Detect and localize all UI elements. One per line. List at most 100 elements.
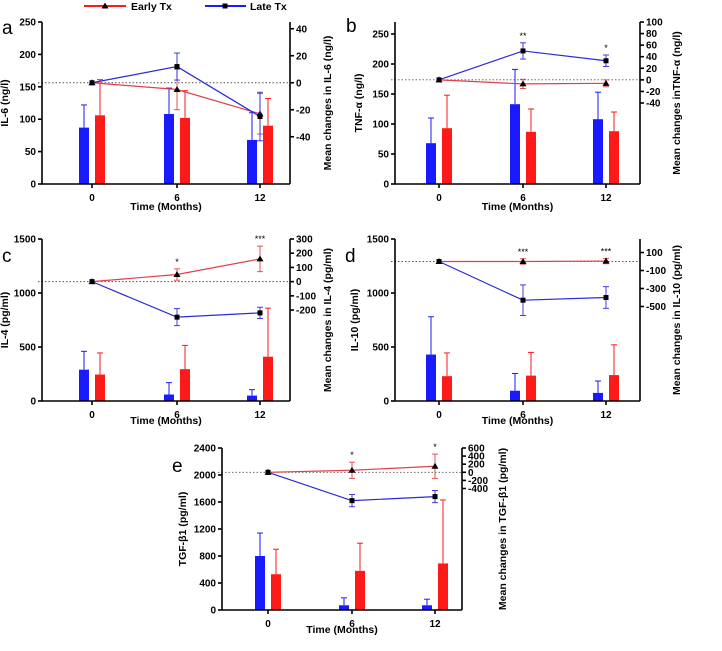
legend-late-label: Late Tx <box>250 1 287 13</box>
x-tick-label: 0 <box>89 193 95 204</box>
y2-axis-label: Mean changes in IL-10 (pg/ml) <box>671 245 683 395</box>
bar-late-6 <box>164 394 174 401</box>
marker-early <box>519 258 527 264</box>
bar-late-0 <box>426 354 436 401</box>
y-tick-label: 1500 <box>14 235 37 246</box>
y2-tick-label: -20 <box>646 87 661 98</box>
significance-early: *** <box>518 247 529 257</box>
marker-late <box>174 314 180 320</box>
axes <box>38 238 294 405</box>
y2-axis-label: Mean changes in IL-6 (ng/l) <box>322 36 334 171</box>
bar-early-0 <box>95 115 105 184</box>
y2-axis-label: Mean changes inTNF-α (ng/l) <box>671 31 683 175</box>
y2-tick-label: 100 <box>646 248 663 259</box>
x-tick-label: 12 <box>600 410 612 421</box>
y-axis-label: TNF-α (ng/l) <box>353 74 365 133</box>
y2-tick-label: -40 <box>646 99 661 110</box>
bar-late-6 <box>164 114 174 184</box>
y-axis-label: IL-6 (ng/l) <box>0 79 11 126</box>
x-tick-label: 6 <box>520 193 526 204</box>
x-tick-label: 6 <box>520 410 526 421</box>
y2-tick-label: 40 <box>296 24 308 35</box>
significance-late: * <box>604 43 608 53</box>
y2-tick-label: -100 <box>296 291 316 302</box>
x-tick-label: 12 <box>429 619 441 630</box>
y2-tick-label: 0 <box>468 468 474 479</box>
bar-late-12 <box>247 395 257 401</box>
x-axis-label: Time (Months) <box>130 201 202 213</box>
y-axis-label: IL-4 (pg/ml) <box>0 292 11 349</box>
bar-early-12 <box>609 131 619 184</box>
y-tick-label: 50 <box>378 150 390 161</box>
bar-late-0 <box>255 556 265 610</box>
y-tick-label: 0 <box>210 606 216 617</box>
y-tick-label: 50 <box>25 147 37 158</box>
y-tick-label: 400 <box>199 579 216 590</box>
bar-late-12 <box>593 392 603 401</box>
y2-tick-label: 200 <box>296 249 313 260</box>
panel-label: e <box>172 456 183 477</box>
y-tick-label: 100 <box>372 120 389 131</box>
y2-tick-label: 100 <box>296 263 313 274</box>
marker-late <box>603 58 609 64</box>
y2-tick-label: -200 <box>296 306 316 317</box>
x-tick-label: 0 <box>436 193 442 204</box>
x-tick-label: 12 <box>254 193 266 204</box>
line-late <box>438 260 607 301</box>
axes <box>38 21 294 188</box>
significance-early: *** <box>255 234 266 244</box>
y2-tick-label: 40 <box>646 52 658 63</box>
legend-late-marker <box>222 3 228 9</box>
marker-late <box>603 295 609 300</box>
marker-late <box>257 310 263 316</box>
marker-early <box>431 462 439 469</box>
panel-label: c <box>2 246 12 267</box>
line-late <box>267 471 436 502</box>
y2-tick-label: 100 <box>646 18 663 29</box>
bar-early-0 <box>271 574 281 610</box>
y-tick-label: 500 <box>372 343 389 354</box>
y2-tick-label: -300 <box>646 284 666 295</box>
x-tick-label: 6 <box>349 619 355 630</box>
bar-late-12 <box>247 139 257 184</box>
bar-early-6 <box>526 375 536 401</box>
panel-e: e**04008001200160020002400-400-200020040… <box>172 442 509 636</box>
marker-late <box>432 494 438 500</box>
y2-tick-label: 0 <box>646 75 652 86</box>
y2-axis-label: Mean changes in TGF-β1 (pg/ml) <box>497 448 509 610</box>
marker-late <box>257 114 263 119</box>
y2-axis-label: Mean changes in IL-4 (pg/ml) <box>322 248 334 392</box>
bar-early-0 <box>442 128 452 184</box>
y-tick-label: 0 <box>383 180 389 191</box>
axes <box>391 21 644 188</box>
marker-late <box>520 297 526 303</box>
y2-tick-label: -500 <box>646 302 666 313</box>
line-late <box>91 281 261 318</box>
y2-tick-label: -40 <box>296 132 311 143</box>
marker-early <box>348 466 356 473</box>
y-tick-label: 1200 <box>194 525 217 536</box>
y2-tick-label: 80 <box>646 29 658 40</box>
significance-late: ** <box>519 31 527 41</box>
y2-tick-label: 20 <box>296 51 308 62</box>
significance-early: * <box>433 442 437 452</box>
bar-early-0 <box>442 376 452 401</box>
bar-early-12 <box>438 563 448 610</box>
y-tick-label: 150 <box>372 90 389 101</box>
y-axis-label: IL-10 (pg/ml) <box>349 289 361 351</box>
marker-early <box>173 271 181 278</box>
significance-early: * <box>175 257 179 267</box>
line-late <box>438 50 607 81</box>
y-tick-label: 800 <box>199 552 216 563</box>
significance-early: * <box>350 450 354 460</box>
panel-label: a <box>2 18 13 39</box>
panel-a: a 0 50 100 150 200 250 -40 -20 0 20 40 0 6 12 Time (Mon… <box>0 18 334 214</box>
bar-early-0 <box>95 374 105 401</box>
y-tick-label: 0 <box>30 397 36 408</box>
bar-late-6 <box>510 390 520 401</box>
y-tick-label: 0 <box>30 180 36 191</box>
y2-tick-label: -20 <box>296 105 311 116</box>
axes <box>218 447 466 614</box>
marker-early <box>602 257 610 264</box>
